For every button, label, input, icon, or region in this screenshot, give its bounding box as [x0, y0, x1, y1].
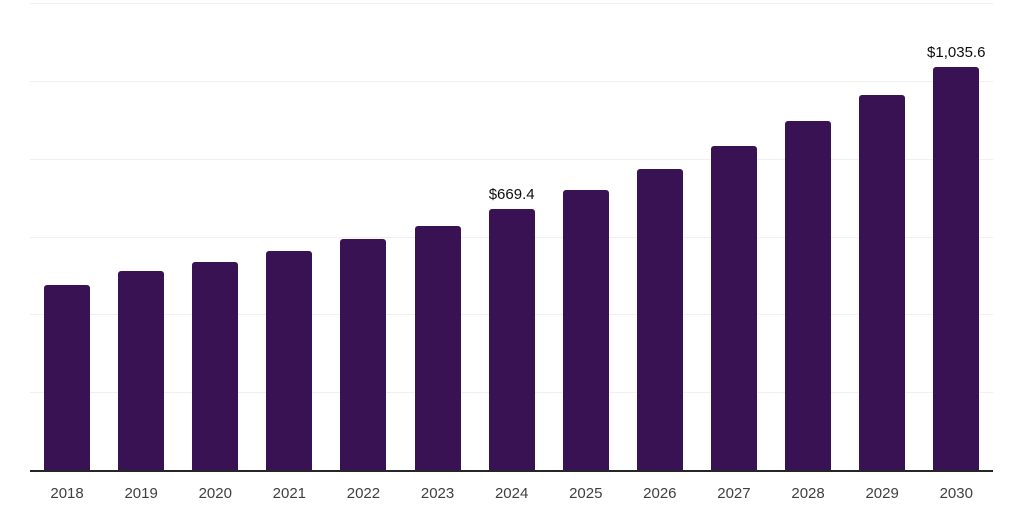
- x-tick-2028: 2028: [791, 485, 825, 502]
- gridline-1000: [30, 80, 993, 82]
- gridline-1200: [30, 3, 993, 4]
- bar-2023: [414, 225, 461, 470]
- gridline-800: [30, 158, 993, 160]
- x-tick-2020: 2020: [198, 485, 232, 502]
- x-axis-line: [30, 470, 993, 472]
- x-tick-2026: 2026: [643, 485, 677, 502]
- bar-2021: [266, 251, 313, 470]
- x-tick-2023: 2023: [420, 485, 455, 502]
- bar-2024: [488, 209, 535, 470]
- bar-2020: [192, 262, 239, 470]
- x-tick-2029: 2029: [865, 485, 899, 502]
- bar-2019: [118, 271, 165, 470]
- x-tick-2019: 2019: [124, 485, 158, 502]
- bar-2018: [44, 285, 91, 470]
- bar-2029: [859, 95, 906, 470]
- value-label-2024: $669.4: [488, 186, 535, 204]
- x-tick-2024: 2024: [494, 485, 529, 502]
- x-tick-2021: 2021: [272, 485, 307, 502]
- x-tick-2027: 2027: [717, 485, 751, 502]
- x-tick-2022: 2022: [346, 485, 381, 502]
- bar-2028: [785, 121, 832, 470]
- x-tick-2025: 2025: [569, 485, 603, 502]
- bar-2026: [636, 168, 683, 470]
- bar-2025: [562, 189, 609, 470]
- x-tick-2018: 2018: [50, 485, 84, 502]
- bar-2030: [933, 66, 980, 470]
- x-tick-2030: 2030: [939, 485, 973, 502]
- value-label-2030: $1,035.6: [927, 43, 986, 61]
- bar-2027: [710, 145, 757, 470]
- bar-2022: [340, 239, 387, 470]
